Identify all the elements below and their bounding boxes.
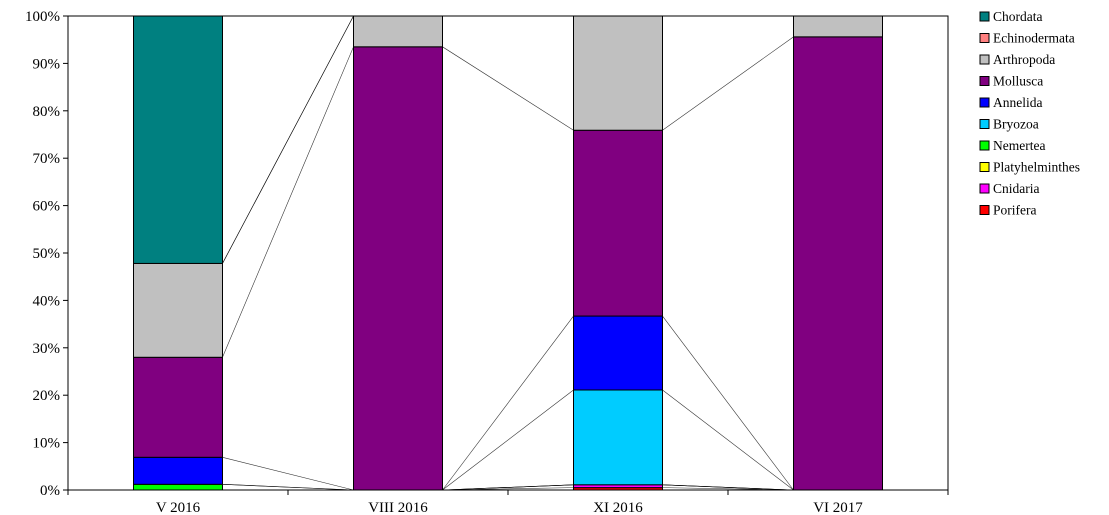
legend-label: Bryozoa	[993, 117, 1039, 132]
legend-label: Cnidaria	[993, 181, 1040, 196]
legend-label: Platyhelminthes	[993, 160, 1080, 175]
legend-swatch	[979, 54, 990, 65]
bar-segment-nemertea	[133, 483, 223, 491]
bar-segment-bryozoa	[573, 389, 663, 486]
legend-swatch	[979, 162, 990, 172]
y-tick-label: 10%	[33, 436, 61, 452]
bar-segment-annelida	[133, 456, 223, 485]
series-line-bryozoa	[662, 389, 794, 491]
legend-item-platyhelminthes: Platyhelminthes	[979, 160, 1080, 175]
legend-swatch	[979, 33, 990, 43]
bar-segment-mollusca	[793, 36, 883, 491]
bar-segment-mollusca	[573, 129, 663, 317]
legend-item-chordata: Chordata	[979, 9, 1043, 24]
plot-area	[67, 15, 949, 491]
series-line-nemertea	[442, 484, 574, 491]
bar-segment-annelida	[573, 315, 663, 391]
legend-item-mollusca: Mollusca	[979, 74, 1043, 89]
legend-item-arthropoda: Arthropoda	[979, 52, 1055, 67]
bar-segment-arthropoda	[133, 262, 223, 358]
legend-item-cnidaria: Cnidaria	[979, 181, 1040, 196]
legend-item-porifera: Porifera	[979, 203, 1036, 218]
y-tick-label: 40%	[33, 293, 61, 309]
y-tick-label: 90%	[33, 56, 61, 72]
series-line-mollusca	[222, 46, 354, 358]
legend-label: Echinodermata	[993, 31, 1075, 46]
legend-item-annelida: Annelida	[979, 95, 1043, 110]
legend-swatch	[979, 97, 990, 108]
legend-label: Arthropoda	[993, 52, 1055, 67]
bar-segment-mollusca	[353, 46, 443, 491]
series-line-nemertea	[662, 484, 794, 491]
y-tick-label: 20%	[33, 388, 61, 404]
series-line-annelida	[662, 315, 794, 491]
bar-stack-xi-2016	[573, 15, 663, 491]
series-line-echinodermata	[222, 15, 354, 264]
bar-stack-vi-2017	[793, 15, 883, 491]
bar-segment-mollusca	[133, 356, 223, 458]
series-line-mollusca	[662, 36, 794, 131]
series-line-bryozoa	[222, 484, 354, 491]
legend-swatch	[979, 76, 990, 86]
x-tick-label: VI 2017	[813, 500, 863, 515]
y-tick-label: 0%	[40, 483, 60, 499]
legend-label: Nemertea	[993, 138, 1045, 153]
x-tick-label: XI 2016	[593, 500, 643, 515]
legend-label: Mollusca	[993, 74, 1043, 89]
legend-item-echinodermata: Echinodermata	[979, 31, 1075, 46]
bar-segment-chordata	[133, 15, 223, 264]
bar-segment-arthropoda	[353, 15, 443, 48]
legend-swatch	[979, 140, 990, 151]
bar-segment-arthropoda	[793, 15, 883, 38]
legend-item-nemertea: Nemertea	[979, 138, 1045, 153]
series-line-mollusca	[442, 46, 574, 131]
y-tick-label: 50%	[33, 246, 61, 262]
series-line-bryozoa	[442, 389, 574, 491]
legend-label: Chordata	[993, 9, 1043, 24]
series-line-annelida	[442, 315, 574, 491]
x-tick-label: VIII 2016	[368, 500, 428, 515]
series-lines	[222, 15, 794, 491]
legend-item-bryozoa: Bryozoa	[979, 117, 1039, 132]
legend-label: Annelida	[993, 95, 1043, 110]
x-tick-label: V 2016	[156, 500, 201, 515]
bar-segment-arthropoda	[573, 15, 663, 131]
y-tick-label: 70%	[33, 151, 61, 167]
legend: Chordata Echinodermata Arthropoda Mollusca A…	[979, 9, 1080, 218]
series-line-annelida	[222, 457, 354, 491]
y-tick-label: 100%	[25, 9, 60, 25]
bar-stack-viii-2016	[353, 15, 443, 491]
legend-label: Porifera	[993, 203, 1036, 218]
bar-stack-v-2016	[133, 15, 223, 491]
y-axis: 0% 10% 20% 30% 40% 50% 60% 70% 80% 90% 100%	[25, 9, 68, 499]
legend-swatch	[979, 119, 990, 129]
y-tick-label: 30%	[33, 341, 61, 357]
y-tick-label: 60%	[33, 199, 61, 215]
legend-swatch	[979, 11, 990, 22]
y-tick-label: 80%	[33, 104, 61, 120]
legend-swatch	[979, 205, 990, 215]
legend-swatch	[979, 183, 990, 194]
x-axis: V 2016 VIII 2016 XI 2016 VI 2017	[67, 490, 949, 515]
